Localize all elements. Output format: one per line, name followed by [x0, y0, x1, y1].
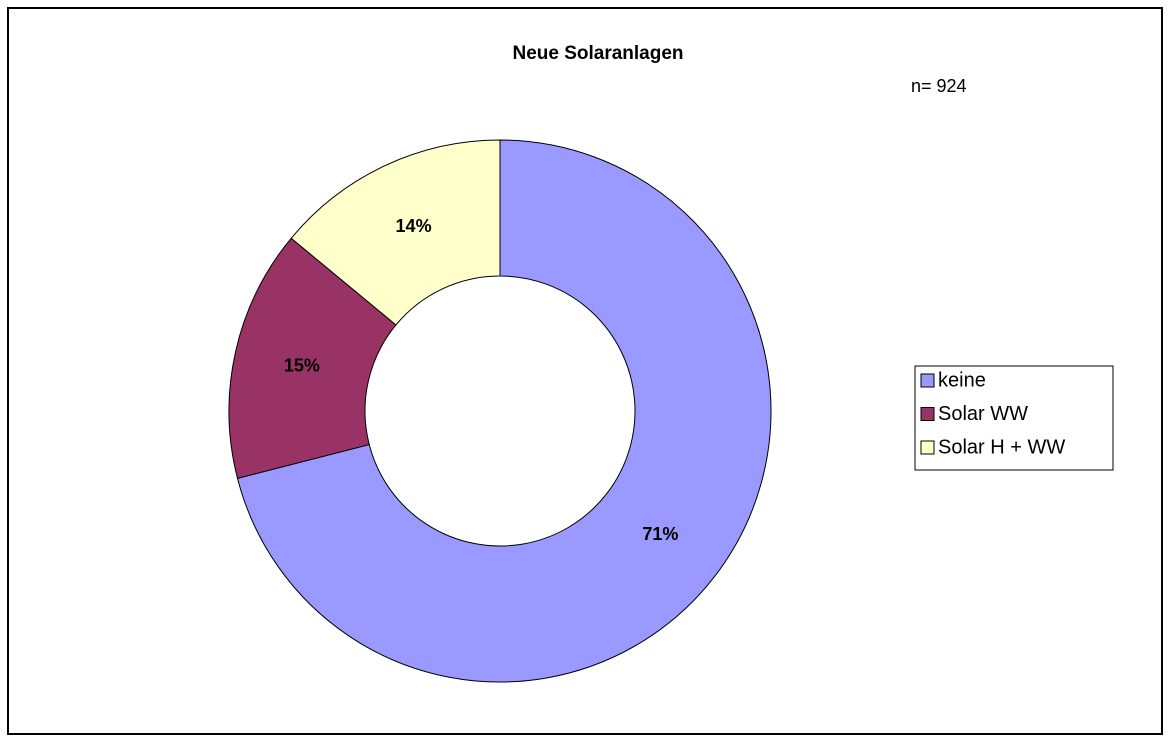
donut-segment — [290, 139, 501, 326]
legend-label: Solar H + WW — [938, 436, 1065, 458]
legend-swatch — [920, 440, 935, 455]
legend-swatch — [920, 407, 935, 421]
data-label: 71% — [642, 524, 678, 544]
donut-segment — [228, 237, 397, 480]
legend-label: keine — [938, 369, 986, 391]
legend-box — [914, 365, 1114, 471]
data-label: 15% — [284, 355, 320, 375]
data-label: 14% — [396, 216, 432, 236]
annotation: n= 924 — [911, 76, 967, 96]
legend-swatch — [920, 373, 935, 388]
chart-title: Neue Solaranlagen — [512, 43, 683, 64]
donut-segment — [236, 139, 772, 683]
legend-label: Solar WW — [938, 403, 1028, 425]
